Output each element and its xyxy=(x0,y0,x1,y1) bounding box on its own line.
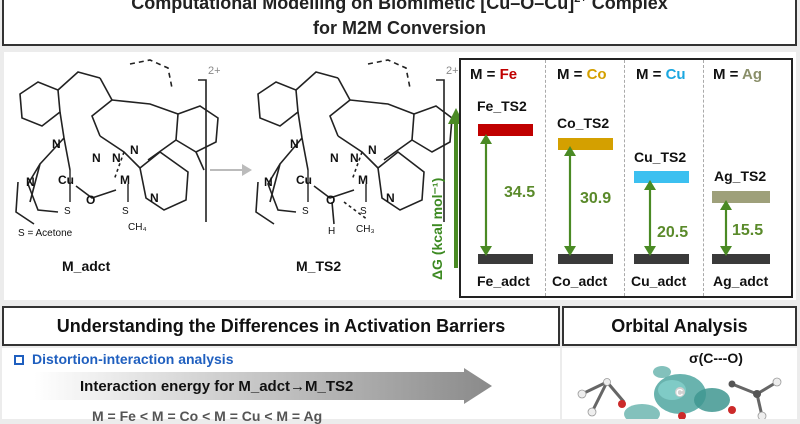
adct-label-ag: Ag_adct xyxy=(713,273,769,289)
title-line-2: for M2M Conversion xyxy=(312,18,486,38)
section-title-barriers: Understanding the Differences in Activat… xyxy=(2,306,560,346)
svg-text:N: N xyxy=(52,137,61,151)
sigma-orbital-label: σ(C---O) xyxy=(689,350,743,366)
adct-label-co: Co_adct xyxy=(552,273,608,289)
adct-label-cu: Cu_adct xyxy=(631,273,687,289)
svg-text:S: S xyxy=(122,206,129,217)
svg-text:N: N xyxy=(130,143,139,157)
svg-text:M: M xyxy=(358,173,368,187)
ts-label-fe: Fe_TS2 xyxy=(477,98,527,114)
svg-text:2+: 2+ xyxy=(446,65,459,77)
svg-text:N: N xyxy=(290,137,299,151)
svg-text:N: N xyxy=(350,151,359,165)
svg-text:CH₄: CH₄ xyxy=(128,222,147,233)
barrier-value-cu: 20.5 xyxy=(657,224,689,241)
ts-label-cu: Cu_TS2 xyxy=(634,149,687,165)
interaction-order-text: M = Fe < M = Co < M = Cu < M = Ag xyxy=(92,408,323,424)
adct-level-co xyxy=(558,254,613,264)
adct-level-cu xyxy=(634,254,689,264)
metal-label-co: M = Co xyxy=(557,66,607,83)
svg-text:2+: 2+ xyxy=(208,65,221,77)
column-separator xyxy=(545,60,546,296)
title-line-1: Computational Modelling on Biomimetic [C… xyxy=(131,0,668,13)
svg-text:S: S xyxy=(360,206,367,217)
barrier-value-fe: 34.5 xyxy=(504,184,536,201)
ts-level-ag xyxy=(712,191,770,203)
svg-text:N: N xyxy=(92,151,101,165)
svg-text:S = Acetone: S = Acetone xyxy=(18,228,73,239)
interaction-energy-text: Interaction energy for M_adct→M_TS2 xyxy=(80,378,354,395)
adct-level-fe xyxy=(478,254,533,264)
svg-text:O: O xyxy=(326,193,335,207)
column-separator xyxy=(624,60,625,296)
gradient-arrow xyxy=(34,368,492,404)
svg-text:S: S xyxy=(302,206,309,217)
svg-text:O: O xyxy=(86,193,95,207)
svg-text:Cu: Cu xyxy=(296,173,312,187)
ts-level-cu xyxy=(634,171,689,183)
metal-label-ag: M = Ag xyxy=(713,66,763,83)
svg-text:N: N xyxy=(330,151,339,165)
mol-label-ts2: M_TS2 xyxy=(296,258,342,274)
svg-text:N: N xyxy=(112,151,121,165)
ts-level-co xyxy=(558,138,613,150)
adct-label-fe: Fe_adct xyxy=(477,273,530,289)
section-title-orbital: Orbital Analysis xyxy=(562,306,797,346)
barrier-arrows xyxy=(480,134,732,256)
ts-label-co: Co_TS2 xyxy=(557,115,610,131)
svg-text:N: N xyxy=(26,175,35,189)
adct-level-ag xyxy=(712,254,770,264)
ts-label-ag: Ag_TS2 xyxy=(714,168,767,184)
svg-text:N: N xyxy=(264,175,273,189)
mol-label-adct: M_adct xyxy=(62,258,111,274)
svg-text:N: N xyxy=(386,191,395,205)
barrier-value-ag: 15.5 xyxy=(732,222,764,239)
svg-text:N: N xyxy=(150,191,159,205)
ts-level-fe xyxy=(478,124,533,136)
title-banner: Computational Modelling on Biomimetic [C… xyxy=(2,0,797,46)
metal-label-fe: M = Fe xyxy=(470,66,518,83)
metal-label-cu: M = Cu xyxy=(636,66,686,83)
svg-text:H: H xyxy=(328,226,335,237)
svg-text:Cu: Cu xyxy=(58,173,74,187)
checkbox-icon xyxy=(14,355,24,365)
molecular-structures: N N N N N N Cu M O S S CH₄ S = Acetone 2… xyxy=(15,59,459,239)
svg-text:ΔG (kcal mol⁻¹): ΔG (kcal mol⁻¹) xyxy=(429,178,445,280)
distortion-interaction-title: Distortion-interaction analysis xyxy=(14,351,233,367)
svg-text:M: M xyxy=(120,173,130,187)
svg-text:CH₃: CH₃ xyxy=(356,224,375,235)
barrier-value-co: 30.9 xyxy=(580,190,612,207)
svg-text:C: C xyxy=(676,388,683,399)
svg-text:N: N xyxy=(368,143,377,157)
orbital-illustration: C xyxy=(577,366,782,419)
svg-text:S: S xyxy=(64,206,71,217)
column-separator xyxy=(703,60,704,296)
